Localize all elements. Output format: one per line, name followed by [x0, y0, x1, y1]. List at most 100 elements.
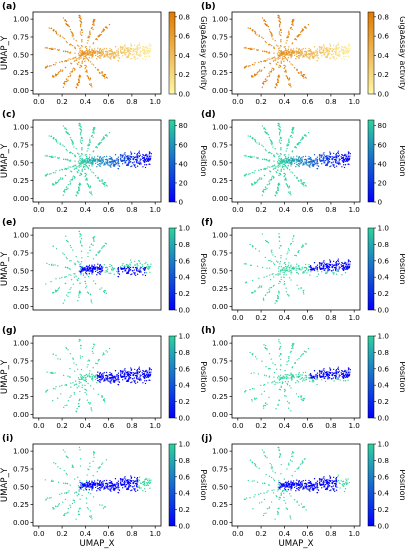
data-point: [128, 162, 130, 165]
data-point: [341, 375, 343, 378]
data-point: [92, 43, 94, 45]
data-point: [290, 52, 292, 54]
data-point: [129, 266, 132, 269]
data-point: [138, 42, 140, 44]
data-point: [307, 54, 309, 56]
data-point: [273, 47, 275, 49]
data-point: [83, 379, 85, 382]
data-point: [86, 150, 88, 152]
data-point: [332, 269, 335, 271]
x-tick-label: 0.2: [56, 97, 67, 106]
data-point: [302, 182, 305, 184]
data-point: [300, 179, 302, 181]
data-point: [115, 51, 117, 53]
data-point: [304, 155, 307, 158]
data-point: [272, 273, 274, 275]
data-point: [70, 62, 72, 64]
data-point: [279, 152, 282, 155]
x-tick-label: 1.0: [348, 97, 360, 106]
data-point: [335, 47, 337, 50]
data-point: [54, 372, 56, 374]
data-point: [94, 126, 96, 129]
data-point: [78, 75, 80, 78]
data-point: [83, 163, 85, 166]
data-point: [85, 162, 87, 165]
data-point: [309, 56, 311, 58]
data-point: [55, 30, 57, 32]
data-point: [80, 270, 83, 272]
data-point: [89, 30, 91, 32]
data-point: [303, 77, 305, 79]
x-tick-label: 0.0: [33, 205, 45, 214]
data-point: [280, 148, 282, 150]
data-point: [78, 340, 80, 342]
data-point: [333, 57, 335, 59]
data-point: [52, 353, 54, 355]
data-point: [329, 259, 331, 261]
data-point: [282, 159, 284, 162]
data-point: [87, 76, 90, 79]
data-point: [243, 155, 245, 157]
data-point: [104, 242, 107, 244]
data-point: [284, 270, 286, 273]
data-point: [66, 150, 68, 152]
data-point: [283, 266, 285, 269]
data-point: [300, 157, 302, 159]
data-point: [55, 248, 58, 250]
panel-e: (e)0.000.250.500.751.00UMAP_Y0.00.20.40.…: [0, 218, 208, 315]
data-point: [271, 152, 273, 155]
data-point: [62, 125, 65, 127]
data-point: [318, 262, 321, 264]
data-point: [84, 276, 86, 278]
data-point: [104, 74, 107, 76]
data-point: [124, 161, 126, 163]
data-point: [273, 160, 275, 162]
data-point: [143, 372, 146, 374]
data-point: [106, 351, 109, 353]
data-point: [330, 54, 333, 56]
data-point: [143, 267, 146, 269]
data-point: [335, 154, 337, 156]
data-point: [72, 141, 74, 143]
data-point: [131, 54, 134, 56]
data-point: [331, 155, 333, 158]
data-point: [296, 176, 298, 178]
data-point: [328, 371, 330, 373]
data-point: [74, 263, 76, 265]
data-point: [289, 243, 292, 245]
x-tick-label: 1.0: [149, 97, 161, 106]
data-point: [78, 380, 80, 383]
data-point: [79, 183, 82, 185]
data-point: [294, 38, 296, 41]
data-point: [128, 265, 131, 268]
data-point: [284, 66, 286, 69]
data-point: [126, 379, 128, 381]
data-point: [276, 44, 278, 46]
data-point: [84, 53, 86, 55]
data-point: [100, 267, 102, 270]
data-point: [346, 160, 348, 162]
data-point: [143, 159, 146, 161]
colorbar-label: Position: [398, 145, 405, 176]
data-point: [279, 129, 281, 131]
data-point: [148, 43, 151, 45]
data-point: [70, 58, 72, 60]
data-point: [320, 372, 322, 375]
data-point: [101, 396, 103, 398]
data-point: [261, 285, 263, 287]
data-point: [280, 266, 282, 268]
data-point: [106, 160, 109, 162]
data-point: [305, 52, 308, 54]
data-point: [110, 158, 113, 160]
data-point: [80, 129, 82, 131]
data-point: [76, 387, 78, 389]
data-point: [86, 178, 88, 180]
data-point: [94, 375, 96, 378]
data-point: [106, 27, 109, 29]
data-point: [78, 261, 80, 263]
data-point: [78, 385, 80, 387]
data-point: [318, 50, 321, 52]
data-point: [258, 250, 260, 252]
data-point: [64, 168, 66, 170]
data-point: [91, 264, 93, 266]
